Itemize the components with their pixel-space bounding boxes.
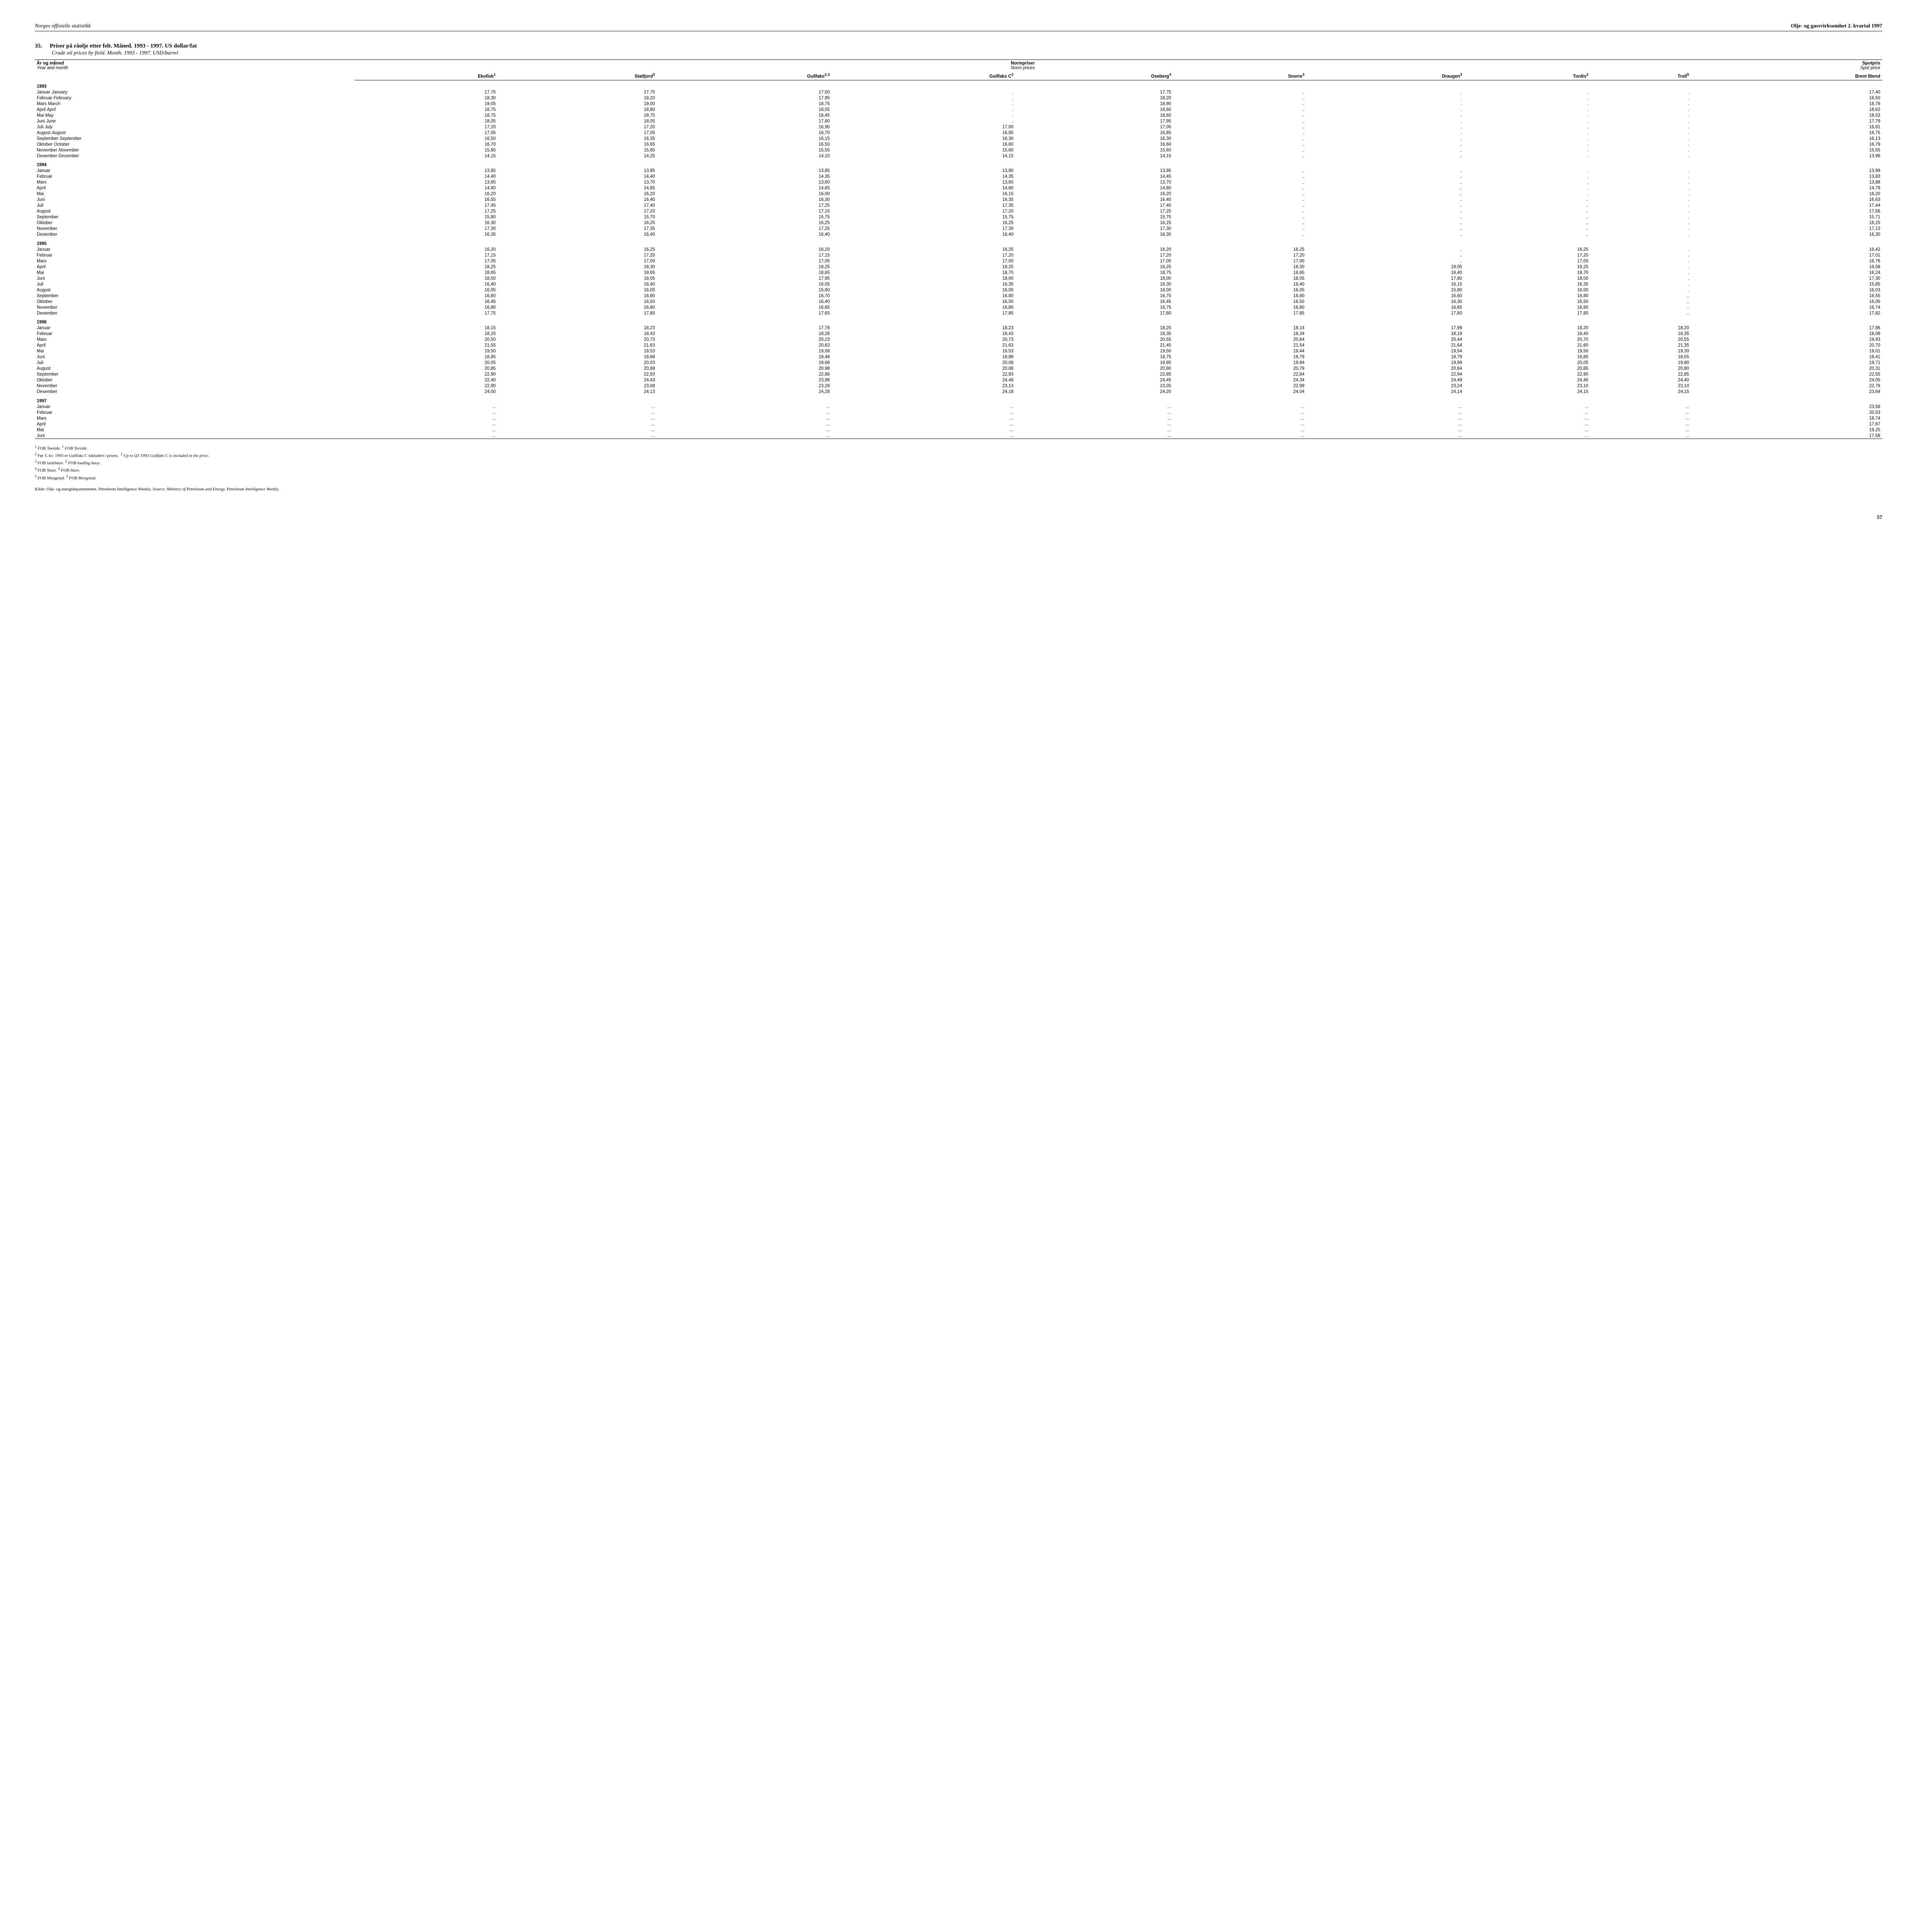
col-year-month-no: År og måned — [37, 61, 64, 66]
title-sub: Crude oil prices by field. Month. 1993 -… — [52, 50, 1882, 56]
table-row: Mai18,6518,6518,6518,7018,7518,6518,4018… — [35, 270, 1882, 276]
table-row: November22,9023,0823,2823,1323,0522,9923… — [35, 383, 1882, 389]
table-row: Juni June18,0518,0517,80.17,95.....17,79 — [35, 118, 1882, 124]
table-row: Februar February18,3018,2017,95.18,20...… — [35, 95, 1882, 101]
col-gullfaks: Gullfaks2,3 — [657, 71, 832, 80]
table-row: Mai16,2016,2016,0016,1516,20......16,20 — [35, 191, 1882, 197]
col-gullfaks-c: Gullfaks C3 — [832, 71, 1015, 80]
table-row: November16,8016,8016,6516,8016,7516,8016… — [35, 304, 1882, 310]
oil-price-table: År og måned Year and month Normpriser No… — [35, 60, 1882, 439]
table-title: 35. Priser på råolje etter felt. Måned. … — [35, 43, 1882, 49]
table-row: Mars13,6513,7013,6013,6513,70......13,88 — [35, 180, 1882, 185]
table-row: August August17,0517,0516,7016,8516,85..… — [35, 130, 1882, 136]
col-snorre: Snorre3 — [1173, 71, 1306, 80]
col-ekofisk: Ekofisk1 — [354, 71, 497, 80]
table-row: Juli July17,2017,2016,9017,0017,05.....1… — [35, 124, 1882, 130]
table-row: September22,9022,9322,8822,9322,8522,842… — [35, 372, 1882, 378]
page-header: Norges offisielle statistikk Olje- og ga… — [35, 23, 1882, 31]
col-statfjord: Statfjord3 — [498, 71, 657, 80]
table-row: April21,5521,6320,6321,6321,4521,5421,64… — [35, 343, 1882, 349]
table-row: Februar...........................20,53 — [35, 410, 1882, 415]
table-row: Januar January17,7517,7517,50.17,75.....… — [35, 89, 1882, 95]
norm-prices-no: Normpriser — [1011, 61, 1035, 66]
table-row: Oktober16,3016,2516,2516,2516,25.......1… — [35, 220, 1882, 226]
table-body: 1993Januar January17,7517,7517,50.17,75.… — [35, 80, 1882, 439]
table-row: Desember16,3516,4016,4016,4016,35.......… — [35, 232, 1882, 238]
footnotes: 1 FOB Teeside. 1 FOB Teeside. 2 Før 3. k… — [35, 444, 1882, 481]
year-row: 1997 — [35, 395, 1882, 404]
table-row: August16,0516,0515,8016,0016,0016,0515,8… — [35, 287, 1882, 293]
page-number: 57 — [35, 515, 1882, 521]
year-row: 1994 — [35, 159, 1882, 168]
table-row: Oktober October16,7016,6516,5016,6016,60… — [35, 141, 1882, 147]
table-row: Oktober16,4516,5016,4016,5016,4516,5016,… — [35, 299, 1882, 304]
year-row: 1996 — [35, 316, 1882, 325]
table-row: April...........................17,67 — [35, 421, 1882, 427]
table-row: August20,8520,8820,9820,8820,8020,7920,8… — [35, 366, 1882, 372]
table-row: Desember24,0024,1324,2824,1824,2024,0424… — [35, 389, 1882, 395]
table-row: Desember17,7517,8517,6517,8517,8017,8517… — [35, 310, 1882, 316]
norm-prices-en: Norm prices — [1011, 66, 1035, 70]
table-row: Mars17,0517,0017,0517,0017,0017,00..17,0… — [35, 258, 1882, 264]
table-row: Juli16,4016,4016,0516,3516,3016,4016,151… — [35, 281, 1882, 287]
table-row: November November15,6515,6515,5515,6015,… — [35, 147, 1882, 153]
table-row: August17,2517,2017,1517,2017,25.......17… — [35, 209, 1882, 214]
table-row: September16,8016,8016,7016,8016,7516,801… — [35, 293, 1882, 299]
col-tordis: Tordis3 — [1464, 71, 1590, 80]
table-row: Februar17,1517,2017,1517,2017,2017,20..1… — [35, 252, 1882, 258]
table-row: Mai19,5019,5319,0819,5319,5019,4419,5419… — [35, 349, 1882, 354]
col-brent: Brent Blend — [1691, 71, 1882, 80]
col-troll: Troll5 — [1590, 71, 1691, 80]
table-row: September September16,5016,3516,1516,301… — [35, 136, 1882, 141]
table-row: Februar14,4014,4014,3514,3514,45......13… — [35, 174, 1882, 180]
col-year-month-en: Year and month — [37, 66, 68, 70]
spot-price-no: Spotpris — [1862, 61, 1880, 66]
table-row: Mars20,5020,7320,2320,7320,5520,6420,442… — [35, 337, 1882, 343]
table-row: Januar13,8513,9513,8513,9013,95......13,… — [35, 168, 1882, 174]
table-row: Juni16,5516,4016,3016,3516,40.......16,6… — [35, 197, 1882, 203]
table-row: Juni...........................17,59 — [35, 433, 1882, 439]
table-row: September15,8015,7015,7515,7515,70......… — [35, 214, 1882, 220]
header-right: Olje- og gassvirksomhet 2. kvartal 1997 — [1791, 23, 1882, 29]
table-row: Juli20,0520,0319,6820,0819,9519,9419,992… — [35, 360, 1882, 366]
table-row: Desember December14,1514,2514,1014,1514,… — [35, 153, 1882, 159]
table-number: 35. — [35, 43, 42, 49]
table-row: November17,3017,3517,2517,3017,30.......… — [35, 226, 1882, 232]
table-row: Januar...........................23,58 — [35, 404, 1882, 410]
title-main: Priser på råolje etter felt. Måned. 1993… — [50, 43, 197, 49]
col-draugen: Draugen3 — [1306, 71, 1464, 80]
table-row: Oktober22,4024,4323,9824,4824,4524,3424,… — [35, 378, 1882, 383]
table-row: Februar18,2018,4318,2818,4318,3518,3418,… — [35, 331, 1882, 337]
table-row: April April18,7518,8018,55.18,60.....18,… — [35, 107, 1882, 112]
table-row: Mai...........................19,25 — [35, 427, 1882, 433]
table-row: Juni18,0018,0517,9518,0018,0018,0517,801… — [35, 276, 1882, 281]
table-row: Mars March19,0519,0018,75.18,90.....18,7… — [35, 101, 1882, 107]
year-row: 1993 — [35, 80, 1882, 89]
source: Kilde: Olje- og energidepartementet. Pet… — [35, 487, 1882, 492]
table-row: April18,2518,3018,2518,2518,2518,3018,05… — [35, 264, 1882, 270]
table-row: April14,8014,8514,6514,8014,80......14,7… — [35, 185, 1882, 191]
year-row: 1995 — [35, 238, 1882, 247]
table-row: Januar18,1518,2317,7818,2318,2518,1417,9… — [35, 325, 1882, 331]
spot-price-en: Spot price — [1860, 66, 1880, 70]
col-oseberg: Oseberg4 — [1015, 71, 1173, 80]
table-row: Juli17,4517,4017,2517,3517,40.......17,4… — [35, 203, 1882, 209]
header-left: Norges offisielle statistikk — [35, 23, 91, 29]
table-row: Mai May18,7518,7518,45.18,60.....18,53 — [35, 112, 1882, 118]
table-row: Mars...........................18,74 — [35, 415, 1882, 421]
table-row: Juni18,8518,8818,4818,8818,7518,7918,791… — [35, 354, 1882, 360]
table-row: Januar16,2016,2516,2016,2516,2016,25..16… — [35, 247, 1882, 252]
